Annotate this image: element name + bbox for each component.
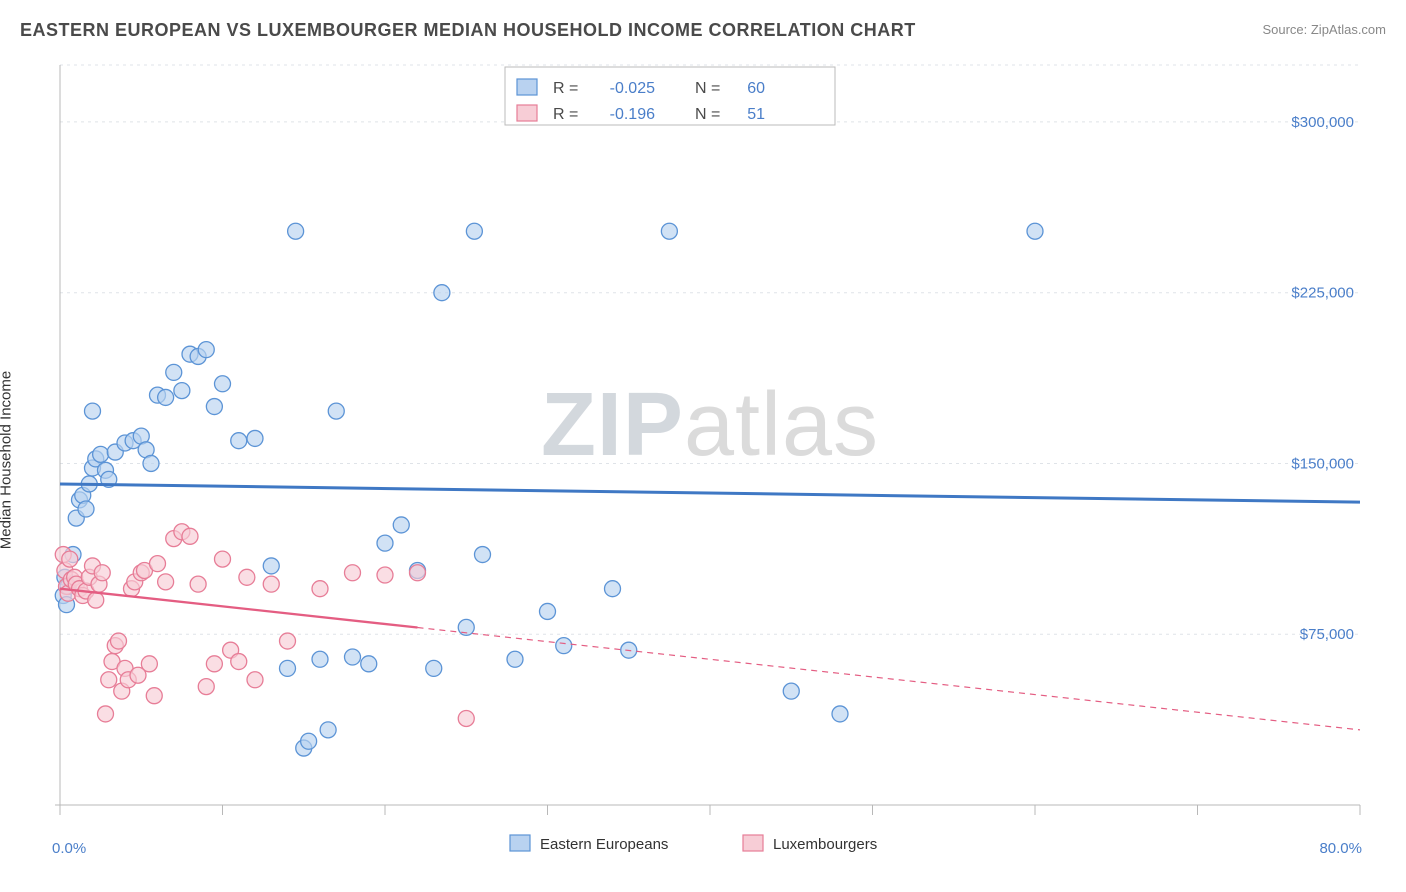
data-point — [393, 517, 409, 533]
data-point — [94, 565, 110, 581]
data-point — [556, 638, 572, 654]
data-point — [361, 656, 377, 672]
data-point — [206, 656, 222, 672]
data-point — [280, 633, 296, 649]
data-point — [280, 660, 296, 676]
data-point — [247, 430, 263, 446]
data-point — [377, 535, 393, 551]
data-point — [783, 683, 799, 699]
data-point — [263, 576, 279, 592]
data-point — [263, 558, 279, 574]
data-point — [239, 569, 255, 585]
regression-line — [60, 589, 418, 628]
legend-n-label: N = — [695, 106, 720, 123]
y-tick-label: $300,000 — [1291, 114, 1354, 131]
data-point — [182, 528, 198, 544]
legend-swatch — [517, 105, 537, 121]
y-tick-label: $150,000 — [1291, 455, 1354, 472]
data-point — [320, 722, 336, 738]
legend-swatch — [743, 835, 763, 851]
data-point — [231, 654, 247, 670]
x-max-label: 80.0% — [1319, 840, 1362, 857]
data-point — [174, 383, 190, 399]
x-min-label: 0.0% — [52, 840, 86, 857]
data-point — [215, 551, 231, 567]
data-point — [426, 660, 442, 676]
data-point — [158, 574, 174, 590]
data-point — [377, 567, 393, 583]
data-point — [78, 501, 94, 517]
data-point — [85, 403, 101, 419]
chart-title: EASTERN EUROPEAN VS LUXEMBOURGER MEDIAN … — [20, 20, 916, 40]
data-point — [328, 403, 344, 419]
data-point — [143, 455, 159, 471]
data-point — [206, 399, 222, 415]
legend-r-label: R = — [553, 106, 578, 123]
data-point — [832, 706, 848, 722]
data-point — [231, 433, 247, 449]
source-label: Source: ZipAtlas.com — [1262, 22, 1386, 37]
data-point — [93, 446, 109, 462]
y-tick-label: $225,000 — [1291, 285, 1354, 302]
legend-n-value: 51 — [747, 106, 765, 123]
data-point — [605, 581, 621, 597]
data-point — [434, 285, 450, 301]
y-axis-label: Median Household Income — [0, 371, 15, 549]
scatter-chart: ZIPatlas $75,000 $150,000 $225,000 $300,000 0… — [20, 55, 1386, 865]
data-point — [345, 649, 361, 665]
data-point — [540, 603, 556, 619]
data-point — [150, 556, 166, 572]
watermark: ZIPatlas — [541, 375, 879, 475]
legend-swatch — [510, 835, 530, 851]
data-point — [1027, 223, 1043, 239]
data-point — [410, 565, 426, 581]
data-point — [190, 576, 206, 592]
legend-swatch — [517, 79, 537, 95]
data-point — [312, 581, 328, 597]
data-point — [215, 376, 231, 392]
legend-n-label: N = — [695, 80, 720, 97]
data-point — [247, 672, 263, 688]
data-point — [301, 733, 317, 749]
data-point — [198, 342, 214, 358]
regression-line — [60, 484, 1360, 502]
data-point — [345, 565, 361, 581]
data-point — [661, 223, 677, 239]
data-point — [158, 389, 174, 405]
data-point — [146, 688, 162, 704]
data-point — [62, 551, 78, 567]
data-point — [88, 592, 104, 608]
data-point — [166, 364, 182, 380]
data-point — [111, 633, 127, 649]
legend-series-label: Eastern Europeans — [540, 836, 668, 853]
data-point — [101, 672, 117, 688]
legend-series-label: Luxembourgers — [773, 836, 877, 853]
data-point — [198, 679, 214, 695]
data-point — [475, 547, 491, 563]
data-point — [288, 223, 304, 239]
data-point — [458, 710, 474, 726]
data-point — [98, 706, 114, 722]
legend-r-value: -0.196 — [610, 106, 655, 123]
legend-r-label: R = — [553, 80, 578, 97]
legend-r-value: -0.025 — [610, 80, 655, 97]
y-tick-label: $75,000 — [1300, 626, 1354, 643]
data-point — [312, 651, 328, 667]
data-point — [141, 656, 157, 672]
data-point — [466, 223, 482, 239]
data-point — [507, 651, 523, 667]
legend-n-value: 60 — [747, 80, 765, 97]
